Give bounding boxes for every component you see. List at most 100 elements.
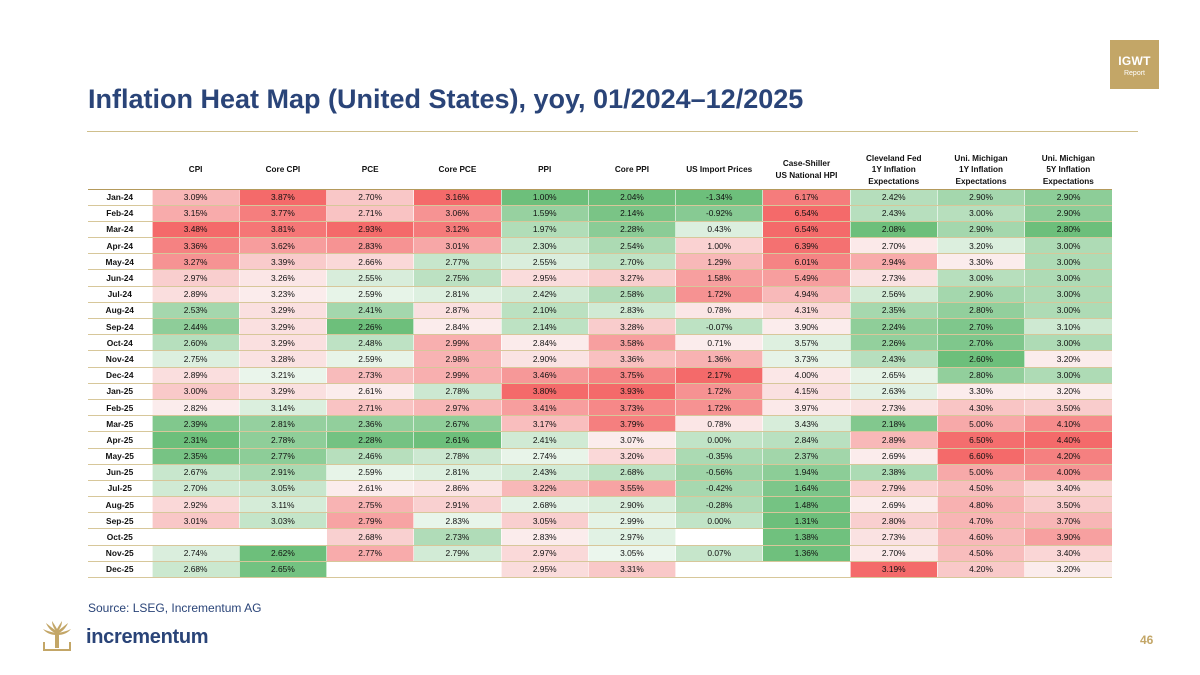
source-note: Source: LSEG, Incrementum AG <box>88 601 262 615</box>
heat-cell: 3.40% <box>1024 545 1112 562</box>
heat-cell: 2.99% <box>413 334 502 352</box>
heat-cell: 2.42% <box>849 188 938 206</box>
column-header: CPI <box>188 165 203 174</box>
heat-cell: 2.80% <box>936 302 1025 320</box>
table-row: Apr-24 3.36% 3.62% 2.83% 3.01% 2.30% 2.54% 1.00… <box>88 237 1112 255</box>
heat-cell: 2.35% <box>849 302 938 320</box>
heat-cell: 3.28% <box>587 318 676 336</box>
heat-cell: 2.17% <box>675 367 763 384</box>
heat-cell: 3.29% <box>238 302 327 320</box>
heat-cell: 2.73% <box>413 528 502 546</box>
column-header: Core PPI <box>614 165 650 174</box>
heat-cell: 2.74% <box>151 545 240 562</box>
heat-cell: 3.75% <box>587 367 676 384</box>
heat-cell: 2.81% <box>238 415 327 433</box>
incrementum-brand: incrementum <box>86 626 209 648</box>
heat-cell: 6.60% <box>936 448 1025 465</box>
heat-cell: 3.14% <box>238 399 327 417</box>
heat-cell: 3.90% <box>762 318 851 336</box>
heat-cell: 3.39% <box>238 253 327 271</box>
table-row: Sep-25 3.01% 3.03% 2.79% 2.83% 3.05% 2.99% 0.00… <box>88 512 1112 530</box>
heat-cell: 2.65% <box>238 561 327 579</box>
heat-cell: 2.08% <box>849 221 938 239</box>
heat-cell: 3.00% <box>1024 302 1112 320</box>
heat-cell: 2.73% <box>849 528 938 546</box>
heat-cell: 3.12% <box>413 221 502 239</box>
header-corner <box>88 151 152 189</box>
heat-cell: 2.97% <box>151 269 240 287</box>
header-row: CPI Core CPI PCE Core PCE PPI Core PPI US Impo… <box>88 151 1112 189</box>
heat-cell: 4.31% <box>762 302 851 320</box>
heat-cell: 2.79% <box>413 545 502 562</box>
table-row: Oct-25 2.68% 2.73% 2.83% 2.97% 1.38% 2.73% 4.60… <box>88 528 1112 546</box>
heat-cell: 2.04% <box>587 188 676 206</box>
table-row: Mar-24 3.48% 3.81% 2.93% 3.12% 1.97% 2.28% 0.43… <box>88 221 1112 239</box>
heat-cell: 2.68% <box>326 528 414 546</box>
heat-cell: 3.16% <box>413 188 502 206</box>
heat-cell: 1.48% <box>762 496 851 514</box>
heat-cell: 2.90% <box>936 221 1025 239</box>
heat-cell: 2.95% <box>500 269 589 287</box>
heat-cell: 2.62% <box>238 545 327 562</box>
heat-cell: 2.70% <box>936 334 1025 352</box>
heat-cell: 2.61% <box>326 383 414 400</box>
heat-cell: 2.63% <box>849 383 938 400</box>
heat-cell: 3.21% <box>238 367 327 384</box>
row-label: Feb-25 <box>88 399 152 417</box>
heat-cell: 3.11% <box>238 496 327 514</box>
table-row: Feb-24 3.15% 3.77% 2.71% 3.06% 1.59% 2.14% -0.9… <box>88 205 1112 222</box>
column-header: US Import Prices <box>686 165 753 174</box>
heat-cell: 3.27% <box>587 269 676 287</box>
heat-cell: 0.00% <box>675 431 763 449</box>
heat-cell: 2.79% <box>849 480 938 498</box>
heat-cell: 2.90% <box>587 496 676 514</box>
heat-cell: 2.67% <box>151 464 240 481</box>
column-header: Uni. Michigan 1Y Inflation Expectations <box>954 153 1008 186</box>
heat-cell: 2.83% <box>500 528 589 546</box>
heat-cell: -0.35% <box>675 448 763 465</box>
heat-cell: 4.20% <box>1024 448 1112 465</box>
row-label: Jan-25 <box>88 383 152 400</box>
heat-cell: 2.55% <box>326 269 414 287</box>
heat-cell: 2.90% <box>500 350 589 368</box>
heat-cell: 2.91% <box>413 496 502 514</box>
heat-cell: 3.46% <box>500 367 589 384</box>
heat-cell: 2.75% <box>326 496 414 514</box>
heat-cell: 2.35% <box>151 448 240 465</box>
heat-cell: 2.74% <box>500 448 589 465</box>
heat-cell: 2.54% <box>587 237 676 255</box>
heat-cell: -0.56% <box>675 464 763 481</box>
heat-cell: 3.58% <box>587 334 676 352</box>
heat-cell: 2.70% <box>326 188 414 206</box>
heat-cell: 3.05% <box>500 512 589 530</box>
heat-cell: 2.89% <box>849 431 938 449</box>
heat-cell: 2.89% <box>151 367 240 384</box>
heat-cell: 2.56% <box>849 286 938 303</box>
heat-cell: 3.20% <box>1024 561 1112 579</box>
row-label: May-24 <box>88 253 152 271</box>
heat-cell: 2.80% <box>849 512 938 530</box>
heat-cell: 3.93% <box>587 383 676 400</box>
heat-cell: 2.26% <box>326 318 414 336</box>
heat-cell: 0.78% <box>675 302 763 320</box>
heat-cell: 2.70% <box>151 480 240 498</box>
heat-cell: 5.49% <box>762 269 851 287</box>
heat-cell: 0.78% <box>675 415 763 433</box>
heat-cell: -1.34% <box>675 188 763 206</box>
column-header: Case-Shiller US National HPI <box>775 159 838 180</box>
heat-cell: 2.99% <box>413 367 502 384</box>
heat-cell: 2.59% <box>326 350 414 368</box>
heat-cell: 2.66% <box>326 253 414 271</box>
heat-cell: 3.00% <box>1024 367 1112 384</box>
heat-cell: 3.31% <box>587 561 676 579</box>
heat-cell: 4.94% <box>762 286 851 303</box>
heat-cell: 1.97% <box>500 221 589 239</box>
heat-cell: 3.27% <box>151 253 240 271</box>
heat-cell: 2.14% <box>587 205 676 222</box>
heat-cell: 4.60% <box>936 528 1025 546</box>
page-title: Inflation Heat Map (United States), yoy,… <box>88 84 804 114</box>
heat-cell: 2.37% <box>762 448 851 465</box>
heat-cell: 5.00% <box>936 415 1025 433</box>
heat-cell: 2.70% <box>936 318 1025 336</box>
heat-cell: 2.90% <box>936 286 1025 303</box>
